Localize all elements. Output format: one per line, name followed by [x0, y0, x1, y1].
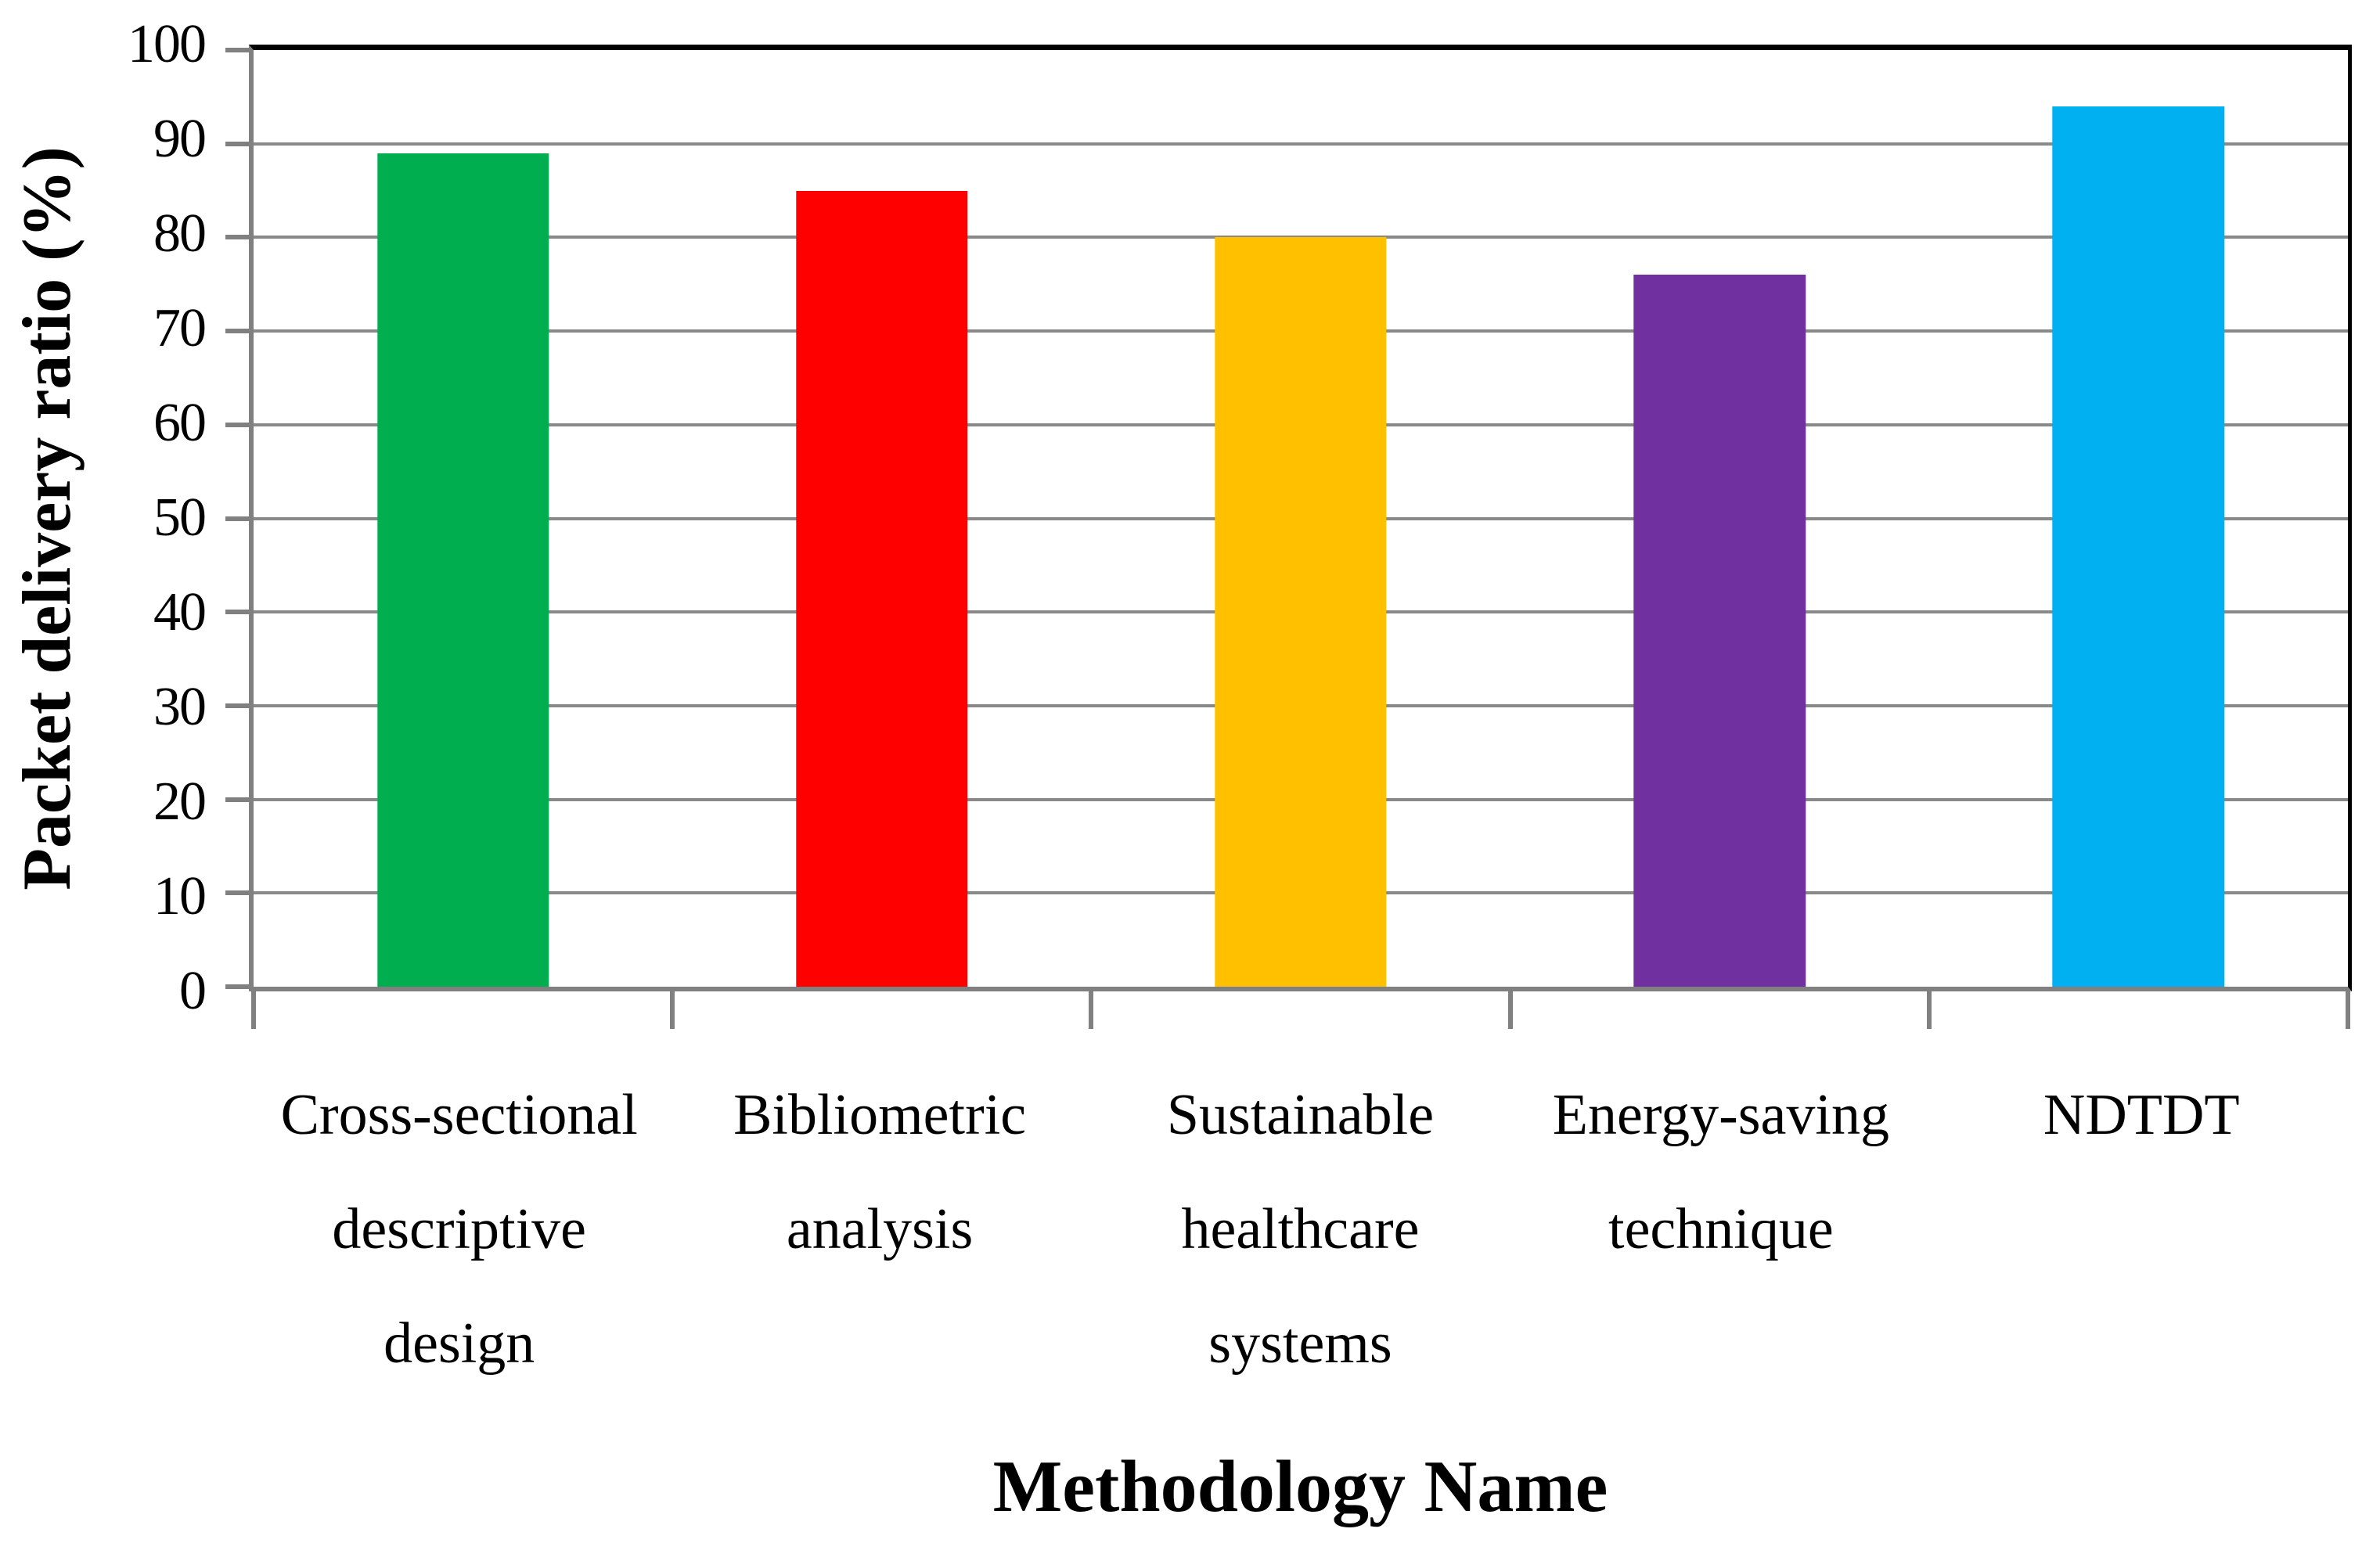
x-category-label-cross-sectional-descriptive-design: Cross-sectional descriptive design: [280, 1083, 638, 1376]
y-tick-mark-80: [225, 235, 249, 240]
x-tick-mark-2: [1089, 991, 1094, 1029]
y-tick-mark-10: [225, 890, 249, 896]
y-tick-label-0: 0: [179, 961, 207, 1021]
x-category-label-energy-saving-technique: Energy-saving technique: [1552, 1083, 1889, 1261]
y-tick-label-50: 50: [153, 487, 207, 548]
x-category-label-sustainable-healthcare-systems: Sustainable healthcare systems: [1166, 1083, 1435, 1376]
y-tick-mark-70: [225, 329, 249, 334]
x-category-label-ndtdt: NDTDT: [2043, 1083, 2240, 1147]
gridline-90: [254, 142, 2348, 146]
y-tick-mark-100: [225, 48, 249, 52]
y-tick-mark-60: [225, 422, 249, 427]
gridline-80: [254, 236, 2348, 239]
x-tick-mark-0: [251, 991, 256, 1029]
bar-sustainable-healthcare-systems: [1215, 237, 1387, 987]
y-tick-mark-30: [225, 703, 249, 708]
x-axis-title: Methodology Name: [992, 1446, 1608, 1527]
y-tick-mark-90: [225, 141, 249, 146]
x-category-label-bibliometric-analysis: Bibliometric analysis: [733, 1083, 1027, 1261]
y-tick-mark-0: [225, 984, 249, 989]
y-tick-label-40: 40: [153, 582, 207, 642]
y-tick-label-30: 30: [153, 677, 207, 737]
y-tick-label-80: 80: [153, 203, 207, 264]
x-tick-mark-1: [670, 991, 675, 1029]
x-axis-category-labels: Cross-sectional descriptive design Biblio…: [249, 1058, 2352, 1401]
y-tick-label-70: 70: [153, 298, 207, 358]
y-tick-mark-20: [225, 797, 249, 802]
x-tick-mark-3: [1507, 991, 1513, 1029]
bar-cross-sectional-descriptive-design: [376, 153, 549, 987]
y-tick-label-10: 10: [153, 866, 207, 926]
y-tick-label-100: 100: [128, 14, 207, 74]
y-tick-mark-50: [225, 516, 249, 521]
y-tick-label-60: 60: [153, 393, 207, 453]
x-tick-mark-4: [1926, 991, 1932, 1029]
x-tick-mark-5: [2346, 991, 2350, 1029]
y-tick-mark-40: [225, 610, 249, 615]
bar-bibliometric-analysis: [796, 190, 968, 987]
bar-energy-saving-technique: [1633, 275, 1806, 987]
bar-ndtdt: [2052, 106, 2225, 987]
plot-area: [225, 45, 2352, 1029]
y-tick-label-20: 20: [153, 772, 207, 832]
y-tick-label-90: 90: [153, 109, 207, 169]
y-axis-tick-labels: 0 10 20 30 40 50 60 70 80 90 100: [0, 14, 207, 1021]
